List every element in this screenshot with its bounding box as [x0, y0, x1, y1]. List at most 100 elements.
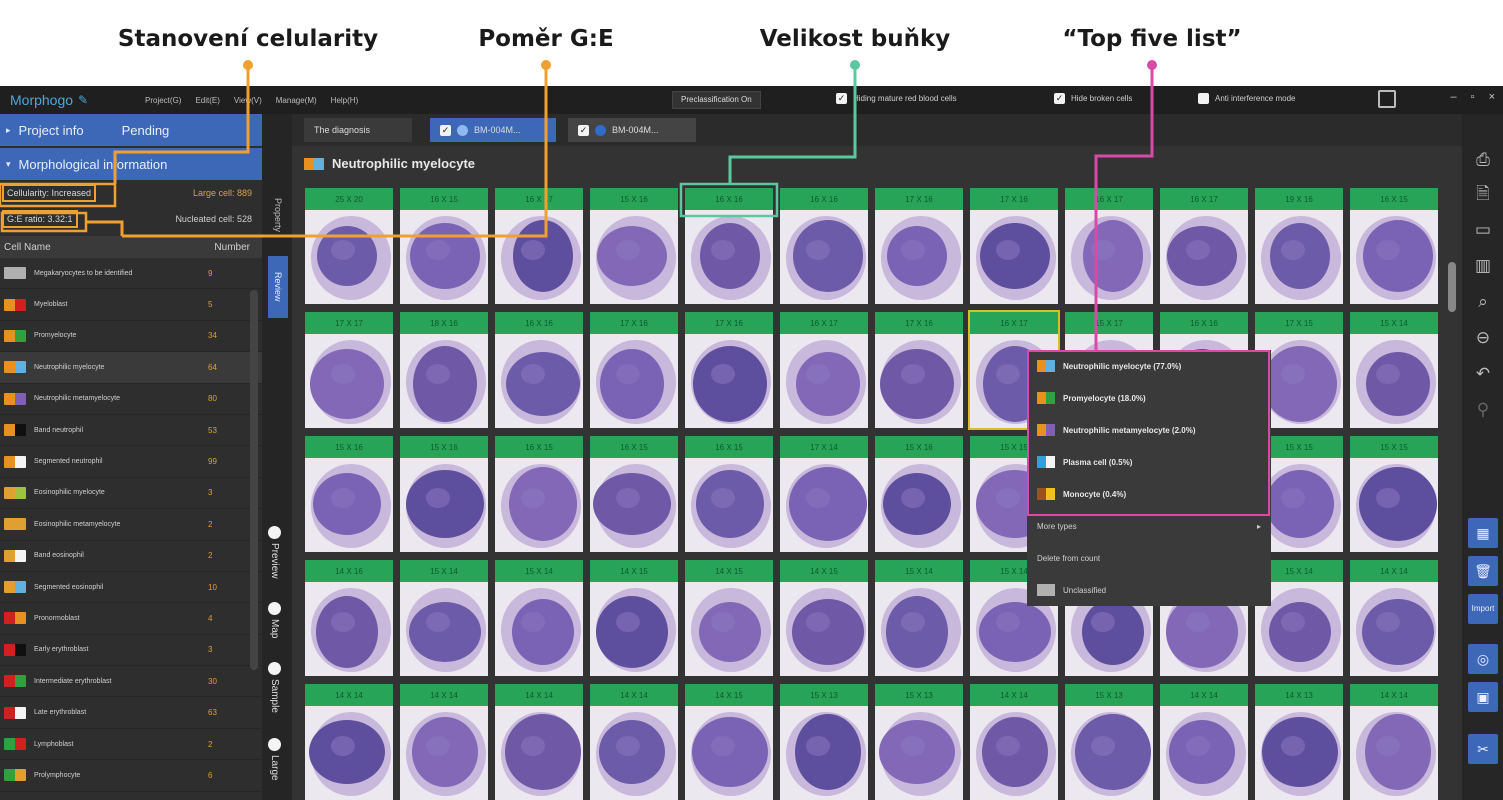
cell-tile[interactable]: 15 X 14: [495, 560, 583, 676]
report-icon[interactable]: 🗎: [1476, 184, 1490, 203]
layout-icon[interactable]: [1378, 90, 1396, 108]
cell-tile[interactable]: 14 X 13: [1255, 684, 1343, 800]
checkbox-unchecked-icon[interactable]: ✓: [1198, 93, 1209, 104]
morph-info-header[interactable]: ▾ Morphological information: [0, 148, 262, 180]
cell-tile[interactable]: 19 X 16: [1255, 188, 1343, 304]
cell-tile[interactable]: 14 X 15: [685, 560, 773, 676]
cell-tile[interactable]: 14 X 14: [1160, 684, 1248, 800]
preclassification-button[interactable]: Preclassification On: [672, 91, 761, 109]
cell-row[interactable]: Lymphoblast 2: [0, 729, 262, 761]
cell-tile[interactable]: 14 X 14: [1350, 560, 1438, 676]
checkbox-checked-icon[interactable]: ✓: [1054, 93, 1065, 104]
grid-view-button[interactable]: ▣: [1468, 682, 1498, 712]
cell-row[interactable]: Eosinophilic myelocyte 3: [0, 478, 262, 510]
cell-row[interactable]: Myeloblast 5: [0, 289, 262, 321]
tab-review[interactable]: Review: [268, 256, 288, 318]
search-doc-icon[interactable]: ⌕: [1478, 292, 1488, 311]
cell-tile[interactable]: 15 X 13: [1065, 684, 1153, 800]
cell-row[interactable]: Megakaryocytes to be identified 9: [0, 258, 262, 290]
cell-tile[interactable]: 15 X 14: [400, 560, 488, 676]
top-five-item[interactable]: Neutrophilic metamyelocyte (2.0%): [1027, 414, 1271, 446]
checkbox-checked-icon[interactable]: ✓: [578, 124, 589, 136]
minimize-icon[interactable]: –: [1450, 91, 1457, 103]
cell-tile[interactable]: 15 X 14: [970, 560, 1058, 676]
cell-tile[interactable]: 17 X 16: [590, 312, 678, 428]
radio-icon[interactable]: [268, 738, 281, 751]
cell-tile[interactable]: 14 X 14: [1350, 684, 1438, 800]
view-option-sample[interactable]: Sample: [268, 662, 281, 713]
maximize-icon[interactable]: ▫: [1470, 91, 1475, 103]
tab-bm-1[interactable]: ✓ BM-004M...: [430, 118, 556, 142]
delete-button[interactable]: 🗑: [1468, 556, 1498, 586]
cell-tile[interactable]: 15 X 14: [1350, 312, 1438, 428]
close-icon[interactable]: ×: [1488, 91, 1495, 103]
cell-row[interactable]: Band neutrophil 53: [0, 415, 262, 447]
menu-manage[interactable]: Manage(M): [275, 95, 317, 105]
left-scrollbar[interactable]: [250, 290, 258, 670]
cell-tile[interactable]: 14 X 15: [780, 560, 868, 676]
cell-row[interactable]: Prolymphocyte 6: [0, 760, 262, 792]
tools-button[interactable]: ✂: [1468, 734, 1498, 764]
tab-diagnosis[interactable]: The diagnosis: [304, 118, 412, 142]
cell-tile[interactable]: 16 X 17: [1160, 188, 1248, 304]
checkbox-checked-icon[interactable]: ✓: [440, 124, 451, 136]
cell-tile[interactable]: 16 X 15: [400, 188, 488, 304]
cell-row[interactable]: Promyelocyte 34: [0, 321, 262, 353]
chat-icon[interactable]: ▭: [1474, 220, 1492, 239]
checkbox-checked-icon[interactable]: ✓: [836, 93, 847, 104]
radio-icon[interactable]: [268, 602, 281, 615]
context-delete[interactable]: Delete from count: [1027, 542, 1271, 574]
cell-tile[interactable]: 14 X 14: [970, 684, 1058, 800]
cell-tile[interactable]: 14 X 14: [305, 684, 393, 800]
cell-tile[interactable]: 17 X 14: [780, 436, 868, 552]
radio-icon[interactable]: [268, 662, 281, 675]
cell-tile[interactable]: 15 X 16: [875, 436, 963, 552]
cell-row[interactable]: Band eosinophil 2: [0, 541, 262, 572]
view-option-large[interactable]: Large: [268, 738, 281, 781]
tab-property[interactable]: Property: [273, 197, 283, 232]
cell-tile[interactable]: 14 X 14: [400, 684, 488, 800]
cell-tile[interactable]: 17 X 16: [875, 188, 963, 304]
view-option-preview[interactable]: Preview: [268, 526, 281, 579]
undo-icon[interactable]: ↶: [1475, 364, 1491, 383]
cell-tile[interactable]: 15 X 16: [590, 188, 678, 304]
gallery-button[interactable]: ▦: [1468, 518, 1498, 548]
context-more-types[interactable]: More types ▸: [1027, 510, 1271, 542]
cell-tile[interactable]: 16 X 16: [685, 188, 773, 304]
cell-tile[interactable]: 18 X 16: [400, 312, 488, 428]
cell-tile[interactable]: 14 X 14: [495, 684, 583, 800]
cell-tile[interactable]: 14 X 15: [685, 684, 773, 800]
columns-icon[interactable]: ▥: [1474, 256, 1492, 275]
top-five-item[interactable]: Monocyte (0.4%): [1027, 478, 1271, 510]
cell-tile[interactable]: 16 X 17: [780, 312, 868, 428]
pin-icon[interactable]: ⚲: [1476, 400, 1490, 419]
cell-row[interactable]: Neutrophilic metamyelocyte 80: [0, 384, 262, 415]
menu-edit[interactable]: Edit(E): [195, 95, 220, 105]
cell-tile[interactable]: 15 X 13: [780, 684, 868, 800]
cell-tile[interactable]: 16 X 15: [685, 436, 773, 552]
cell-row[interactable]: Intermediate erythroblast 30: [0, 666, 262, 698]
gallery-scrollbar[interactable]: [1448, 262, 1456, 312]
cell-tile[interactable]: 25 X 20: [305, 188, 393, 304]
cell-tile[interactable]: 15 X 14: [875, 560, 963, 676]
cell-row[interactable]: Segmented neutrophil 99: [0, 446, 262, 478]
cell-tile[interactable]: 17 X 17: [305, 312, 393, 428]
minus-circle-icon[interactable]: ⊖: [1475, 328, 1491, 347]
cell-tile[interactable]: 16 X 15: [1350, 188, 1438, 304]
toggle-hide-rbc[interactable]: ✓ Hiding mature red blood cells: [836, 93, 957, 104]
menu-view[interactable]: View(V): [233, 95, 262, 105]
cell-tile[interactable]: 14 X 15: [590, 560, 678, 676]
cell-row[interactable]: Pronormoblast 4: [0, 603, 262, 635]
cell-tile[interactable]: 15 X 16: [400, 436, 488, 552]
cell-tile[interactable]: 17 X 16: [970, 188, 1058, 304]
cell-row[interactable]: Segmented eosinophil 10: [0, 572, 262, 604]
top-five-item[interactable]: Neutrophilic myelocyte (77.0%): [1027, 350, 1271, 382]
cell-row[interactable]: Neutrophilic myelocyte 64: [0, 352, 262, 384]
menu-help[interactable]: Help(H): [330, 95, 359, 105]
toggle-anti-interference[interactable]: ✓ Anti interference mode: [1198, 93, 1296, 104]
view-option-map[interactable]: Map: [268, 602, 281, 638]
cell-tile[interactable]: 15 X 13: [875, 684, 963, 800]
cell-tile[interactable]: 15 X 15: [1350, 436, 1438, 552]
cell-tile[interactable]: 15 X 16: [305, 436, 393, 552]
menu-project[interactable]: Project(G): [145, 95, 182, 105]
